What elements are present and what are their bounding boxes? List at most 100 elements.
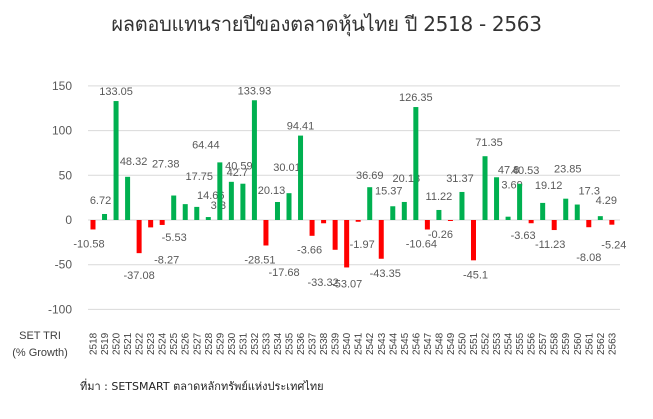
bar-2555 [517, 183, 523, 220]
data-label: -11.23 [535, 239, 565, 251]
x-tick-label: 2533 [261, 332, 272, 355]
data-label: 15.37 [375, 185, 403, 197]
data-label: 30.01 [273, 162, 301, 174]
x-tick-label: 2538 [319, 332, 330, 355]
data-label: -8.27 [154, 254, 179, 266]
data-label: -17.68 [268, 267, 299, 279]
x-tick-label: 2551 [469, 332, 480, 355]
x-tick-label: 2547 [423, 332, 434, 355]
data-label: 17.75 [185, 171, 213, 183]
x-tick-label: 2525 [169, 332, 180, 355]
y-tick-label: 0 [65, 213, 72, 227]
x-tick-label: 2535 [285, 332, 296, 355]
data-label: -3.66 [297, 244, 322, 256]
bar-2532 [251, 100, 257, 220]
bar-2554 [505, 216, 511, 220]
data-label: -1.97 [350, 239, 375, 251]
bar-2528 [205, 217, 211, 220]
x-tick-label: 2536 [296, 332, 307, 355]
bar-2538 [321, 220, 327, 224]
data-label: 36.69 [356, 170, 384, 182]
x-tick-label: 2548 [434, 332, 445, 355]
row-label-set-tri: SET TRI [19, 330, 61, 342]
bar-2525 [171, 195, 177, 220]
x-tick-label: 2518 [89, 332, 100, 355]
bar-2533 [263, 220, 269, 246]
x-tick-label: 2540 [342, 332, 353, 355]
data-label: -5.53 [162, 232, 187, 244]
x-tick-label: 2524 [158, 332, 169, 355]
x-tick-label: 2563 [607, 332, 618, 355]
y-tick-label: -100 [48, 302, 72, 316]
bar-2541 [355, 220, 361, 222]
data-label: -0.26 [428, 229, 453, 241]
x-tick-label: 2519 [100, 332, 111, 355]
x-tick-label: 2531 [238, 332, 249, 355]
data-label: -37.08 [124, 270, 155, 282]
bar-2557 [540, 202, 546, 220]
chart-title: ผลตอบแทนรายปีของตลาดหุ้นไทย ปี 2518 - 25… [111, 12, 542, 36]
x-tick-label: 2523 [146, 332, 157, 355]
bar-2558 [551, 220, 557, 231]
bar-2520 [113, 101, 119, 220]
bar-2552 [482, 156, 488, 220]
bar-2542 [367, 187, 373, 220]
bar-2548 [436, 209, 442, 220]
x-tick-label: 2522 [135, 332, 146, 355]
x-tick-label: 2556 [527, 332, 538, 355]
bar-2546 [413, 107, 419, 220]
x-tick-label: 2559 [561, 332, 572, 355]
data-label: 42.7 [227, 167, 248, 179]
data-label: 71.35 [475, 137, 503, 149]
x-tick-label: 2554 [504, 332, 515, 355]
bar-2553 [494, 177, 500, 220]
bar-2518 [90, 220, 96, 230]
x-tick-label: 2560 [573, 332, 584, 355]
bar-2530 [228, 181, 234, 220]
bar-2537 [309, 220, 315, 236]
x-tick-label: 2549 [446, 332, 457, 355]
data-label: -53.07 [331, 278, 362, 290]
bar-2539 [332, 220, 338, 250]
x-tick-label: 2558 [550, 332, 561, 355]
data-label: -10.64 [406, 239, 437, 251]
x-tick-label: 2527 [192, 332, 203, 355]
x-tick-label: 2555 [515, 332, 526, 355]
data-label: 48.32 [120, 156, 148, 168]
data-label: 94.41 [287, 121, 315, 133]
x-tick-label: 2546 [411, 332, 422, 355]
data-label: 20.18 [393, 173, 421, 185]
x-tick-label: 2544 [388, 332, 399, 355]
bar-2526 [182, 204, 188, 220]
bar-2534 [274, 202, 280, 220]
data-label: 6.72 [90, 195, 111, 207]
bar-2562 [597, 216, 603, 220]
data-label: -45.1 [463, 269, 488, 281]
data-label: 40.59 [225, 161, 253, 173]
bar-2543 [378, 220, 384, 259]
data-label: 19.12 [535, 180, 563, 192]
x-tick-label: 2557 [538, 332, 549, 355]
bar-2522 [136, 220, 142, 254]
row-label-growth: (% Growth) [12, 347, 68, 359]
x-tick-label: 2529 [215, 332, 226, 355]
x-tick-label: 2526 [181, 332, 192, 355]
bar-2559 [563, 198, 569, 220]
bar-2540 [344, 220, 350, 268]
bar-2523 [148, 220, 154, 228]
bar-2529 [217, 162, 223, 220]
data-label: 133.93 [238, 85, 272, 97]
data-label: 47.8 [498, 164, 519, 176]
data-label: 133.05 [99, 86, 133, 98]
bar-2561 [586, 220, 592, 228]
source-note: ที่มา : SETSMART ตลาดหลักทรัพย์แห่งประเท… [80, 380, 324, 393]
x-tick-label: 2528 [204, 332, 215, 355]
bar-2560 [574, 204, 580, 220]
x-tick-label: 2521 [123, 332, 134, 355]
bar-2535 [286, 193, 292, 220]
x-tick-label: 2542 [365, 332, 376, 355]
x-tick-label: 2543 [377, 332, 388, 355]
y-tick-label: 50 [59, 168, 73, 182]
data-label: -33.32 [308, 277, 339, 289]
